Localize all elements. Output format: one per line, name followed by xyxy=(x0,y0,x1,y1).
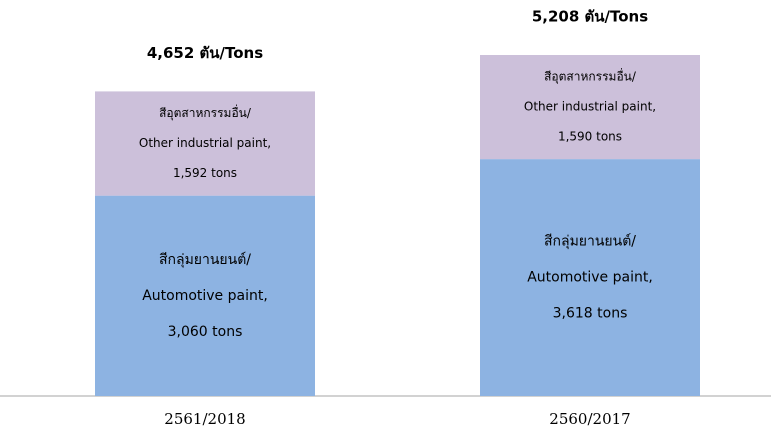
segment-label: สีกลุ่มยานยนต์/ xyxy=(544,233,636,250)
segment-label: สีอุตสาหกรรมอื่น/ xyxy=(544,68,637,85)
total-label: 4,652 ตัน/Tons xyxy=(147,44,263,62)
segment-label: Other industrial paint, xyxy=(524,100,656,114)
bar-segment xyxy=(480,55,700,160)
bar-segment xyxy=(480,159,700,396)
bar-segment xyxy=(95,91,315,196)
total-label: 5,208 ตัน/Tons xyxy=(532,8,648,26)
bar-segment xyxy=(95,195,315,396)
segment-label: 1,592 tons xyxy=(173,166,237,180)
segment-label: Other industrial paint, xyxy=(139,136,271,150)
segment-label: Automotive paint, xyxy=(527,270,653,286)
segment-label: สีอุตสาหกรรมอื่น/ xyxy=(159,104,252,121)
segment-label: สีกลุ่มยานยนต์/ xyxy=(159,251,251,268)
segment-label: 3,060 tons xyxy=(168,324,243,340)
segment-label: Automotive paint, xyxy=(142,288,268,304)
segment-label: 1,590 tons xyxy=(558,130,622,144)
x-tick-label: 2561/2018 xyxy=(164,410,245,428)
segment-label: 3,618 tons xyxy=(553,306,628,322)
x-tick-label: 2560/2017 xyxy=(549,410,630,428)
